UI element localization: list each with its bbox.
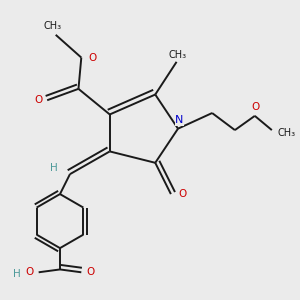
Text: O: O (251, 102, 260, 112)
Text: O: O (86, 267, 94, 277)
Text: CH₃: CH₃ (44, 21, 62, 31)
Text: H: H (14, 269, 21, 279)
Text: N: N (175, 115, 184, 125)
Text: O: O (88, 52, 97, 63)
Text: O: O (26, 267, 34, 277)
Text: O: O (34, 95, 43, 105)
Text: O: O (178, 189, 186, 199)
Text: CH₃: CH₃ (169, 50, 187, 60)
Text: CH₃: CH₃ (278, 128, 296, 138)
Text: H: H (50, 164, 58, 173)
